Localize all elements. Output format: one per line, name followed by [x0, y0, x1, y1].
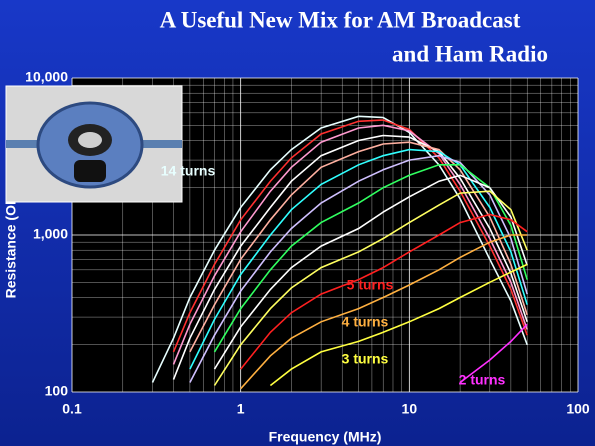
y-tick-label: 100: [45, 383, 69, 399]
x-tick-label: 100: [566, 401, 590, 417]
series-label: 5 turns: [347, 277, 394, 293]
series-line: [459, 323, 528, 384]
series-label: 14 turns: [161, 163, 216, 179]
series-line: [189, 148, 528, 370]
chart-title: A Useful New Mix for AM Broadcast: [160, 7, 521, 32]
x-tick-label: 1: [237, 401, 245, 417]
series-line: [240, 234, 528, 390]
series-line: [151, 115, 528, 383]
series-line: [172, 134, 528, 380]
y-tick-label: 10,000: [25, 69, 68, 85]
series-line: [240, 213, 528, 370]
y-tick-label: 1,000: [33, 226, 68, 242]
y-axis-title: Resistance (Ohms): [3, 172, 19, 299]
x-tick-label: 0.1: [62, 401, 82, 417]
series-label: 2 turns: [459, 372, 506, 388]
series-label: 3 turns: [342, 351, 389, 367]
series-line: [172, 124, 528, 365]
series-line: [189, 141, 528, 353]
x-tick-label: 10: [402, 401, 418, 417]
chart-title: and Ham Radio: [392, 41, 548, 66]
x-axis-title: Frequency (MHz): [269, 429, 382, 445]
inset-photo: [5, 85, 183, 203]
series-line: [189, 154, 528, 383]
series-line: [269, 263, 528, 387]
series-label: 4 turns: [342, 314, 389, 330]
series-line: [172, 119, 528, 353]
series-line: [213, 190, 528, 386]
series-line: [213, 174, 528, 370]
